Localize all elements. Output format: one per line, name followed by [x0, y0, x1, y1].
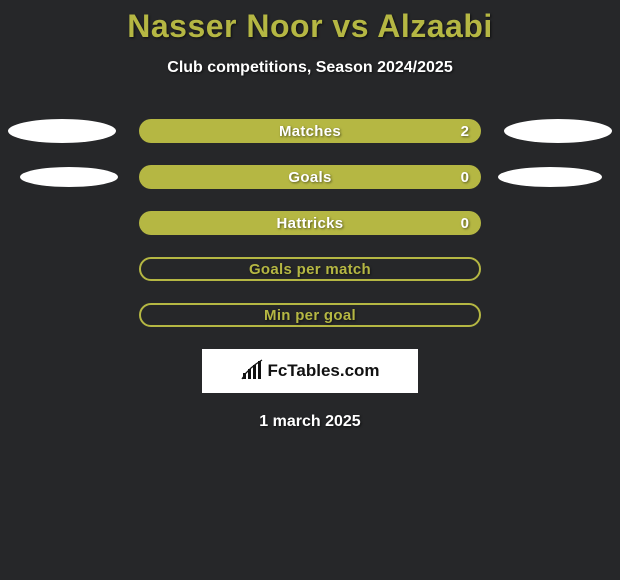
stat-bar-hattricks: Hattricks 0 [139, 211, 481, 235]
stat-label: Min per goal [264, 307, 356, 324]
stat-value: 0 [461, 169, 469, 186]
subtitle: Club competitions, Season 2024/2025 [0, 59, 620, 77]
player-left-marker [20, 167, 118, 187]
stat-row: Min per goal [0, 303, 620, 327]
stat-value: 0 [461, 215, 469, 232]
stat-row: Goals per match [0, 257, 620, 281]
stat-row: Goals 0 [0, 165, 620, 189]
stat-label: Hattricks [277, 215, 344, 232]
stat-bar-goals-per-match: Goals per match [139, 257, 481, 281]
stat-label: Goals per match [249, 261, 371, 278]
logo-box: FcTables.com [202, 349, 418, 393]
stat-rows: Matches 2 Goals 0 Hattricks 0 Goals per … [0, 119, 620, 327]
stat-bar-min-per-goal: Min per goal [139, 303, 481, 327]
player-right-marker [504, 119, 612, 143]
stat-value: 2 [461, 123, 469, 140]
logo-text: FcTables.com [267, 361, 379, 381]
page-title: Nasser Noor vs Alzaabi [0, 8, 620, 45]
stat-row: Hattricks 0 [0, 211, 620, 235]
player-right-marker [498, 167, 602, 187]
stat-bar-goals: Goals 0 [139, 165, 481, 189]
comparison-infographic: Nasser Noor vs Alzaabi Club competitions… [0, 0, 620, 431]
stat-label: Matches [279, 123, 341, 140]
bar-chart-icon [240, 359, 264, 383]
date-label: 1 march 2025 [0, 413, 620, 431]
player-left-marker [8, 119, 116, 143]
stat-label: Goals [288, 169, 331, 186]
stat-row: Matches 2 [0, 119, 620, 143]
stat-bar-matches: Matches 2 [139, 119, 481, 143]
